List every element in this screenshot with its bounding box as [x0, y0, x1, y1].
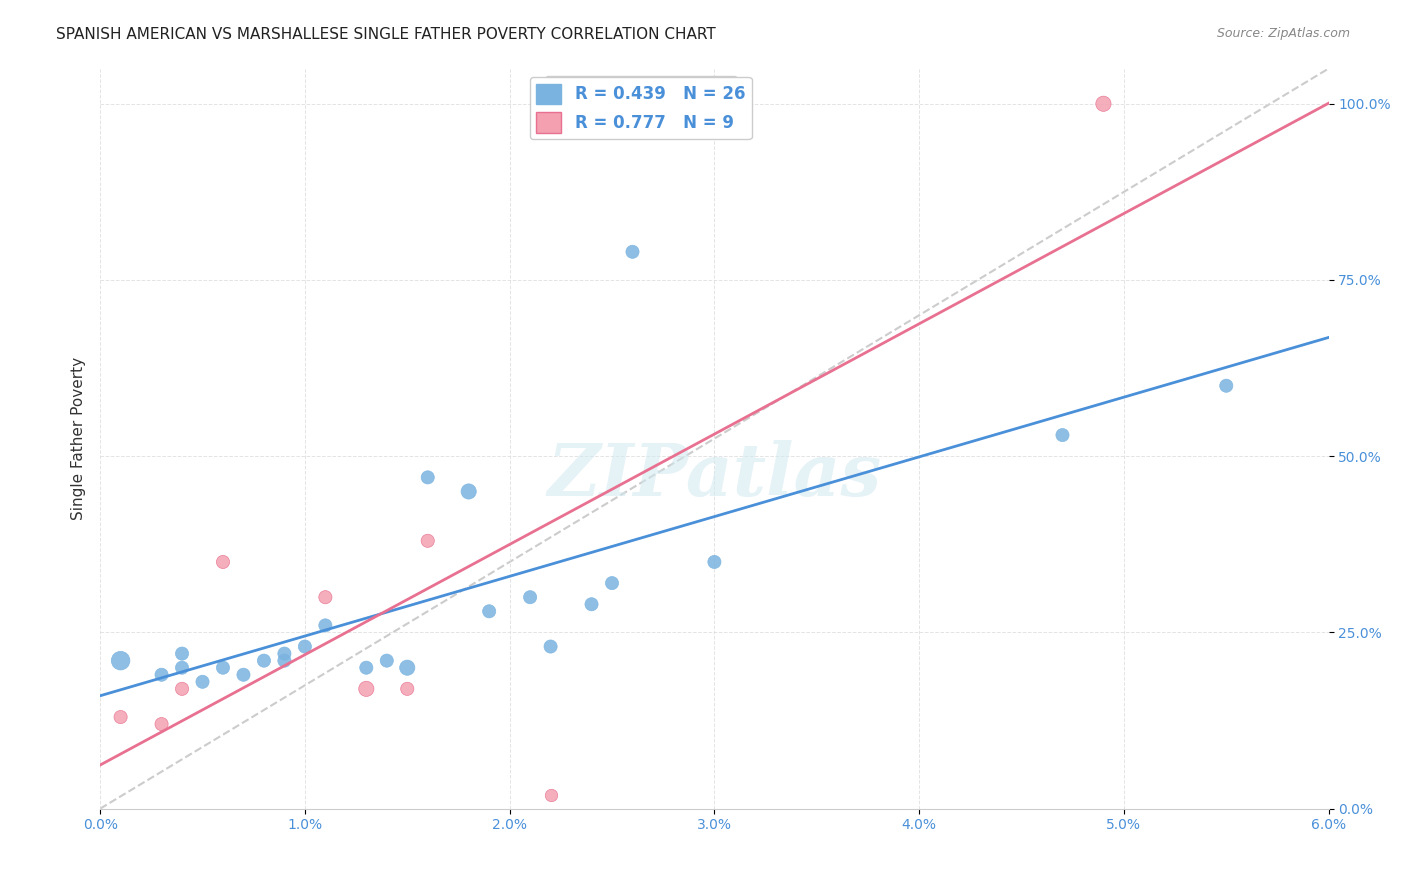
Point: [356, 681, 378, 696]
Point: [150, 717, 173, 731]
Point: [416, 470, 439, 484]
Point: [375, 654, 398, 668]
Point: [1052, 428, 1074, 442]
Point: [253, 654, 276, 668]
Point: [232, 667, 254, 681]
Point: [110, 654, 132, 668]
Point: [170, 661, 193, 675]
Point: [581, 597, 603, 611]
Point: [478, 604, 501, 618]
Point: [294, 640, 316, 654]
Point: [1215, 378, 1237, 392]
Point: [416, 533, 439, 548]
Point: [396, 661, 419, 675]
Point: [191, 674, 214, 689]
Text: Source: ZipAtlas.com: Source: ZipAtlas.com: [1216, 27, 1350, 40]
Point: [703, 555, 725, 569]
Point: [314, 618, 336, 632]
Point: [170, 647, 193, 661]
Point: [273, 647, 295, 661]
Text: SPANISH AMERICAN VS MARSHALLESE SINGLE FATHER POVERTY CORRELATION CHART: SPANISH AMERICAN VS MARSHALLESE SINGLE F…: [56, 27, 716, 42]
Point: [212, 661, 235, 675]
Point: [170, 681, 193, 696]
Point: [540, 788, 562, 802]
Y-axis label: Single Father Poverty: Single Father Poverty: [72, 357, 86, 520]
Point: [1092, 96, 1115, 111]
Point: [150, 667, 173, 681]
Point: [356, 661, 378, 675]
Legend: R = 0.439   N = 26, R = 0.777   N = 9: R = 0.439 N = 26, R = 0.777 N = 9: [530, 77, 752, 139]
Point: [600, 576, 623, 591]
Point: [212, 555, 235, 569]
Point: [519, 591, 541, 605]
Point: [273, 654, 295, 668]
Point: [621, 244, 644, 259]
Point: [457, 484, 479, 499]
Point: [110, 710, 132, 724]
Point: [396, 681, 419, 696]
Text: ZIPatlas: ZIPatlas: [547, 440, 882, 511]
Point: [540, 640, 562, 654]
Point: [314, 591, 336, 605]
